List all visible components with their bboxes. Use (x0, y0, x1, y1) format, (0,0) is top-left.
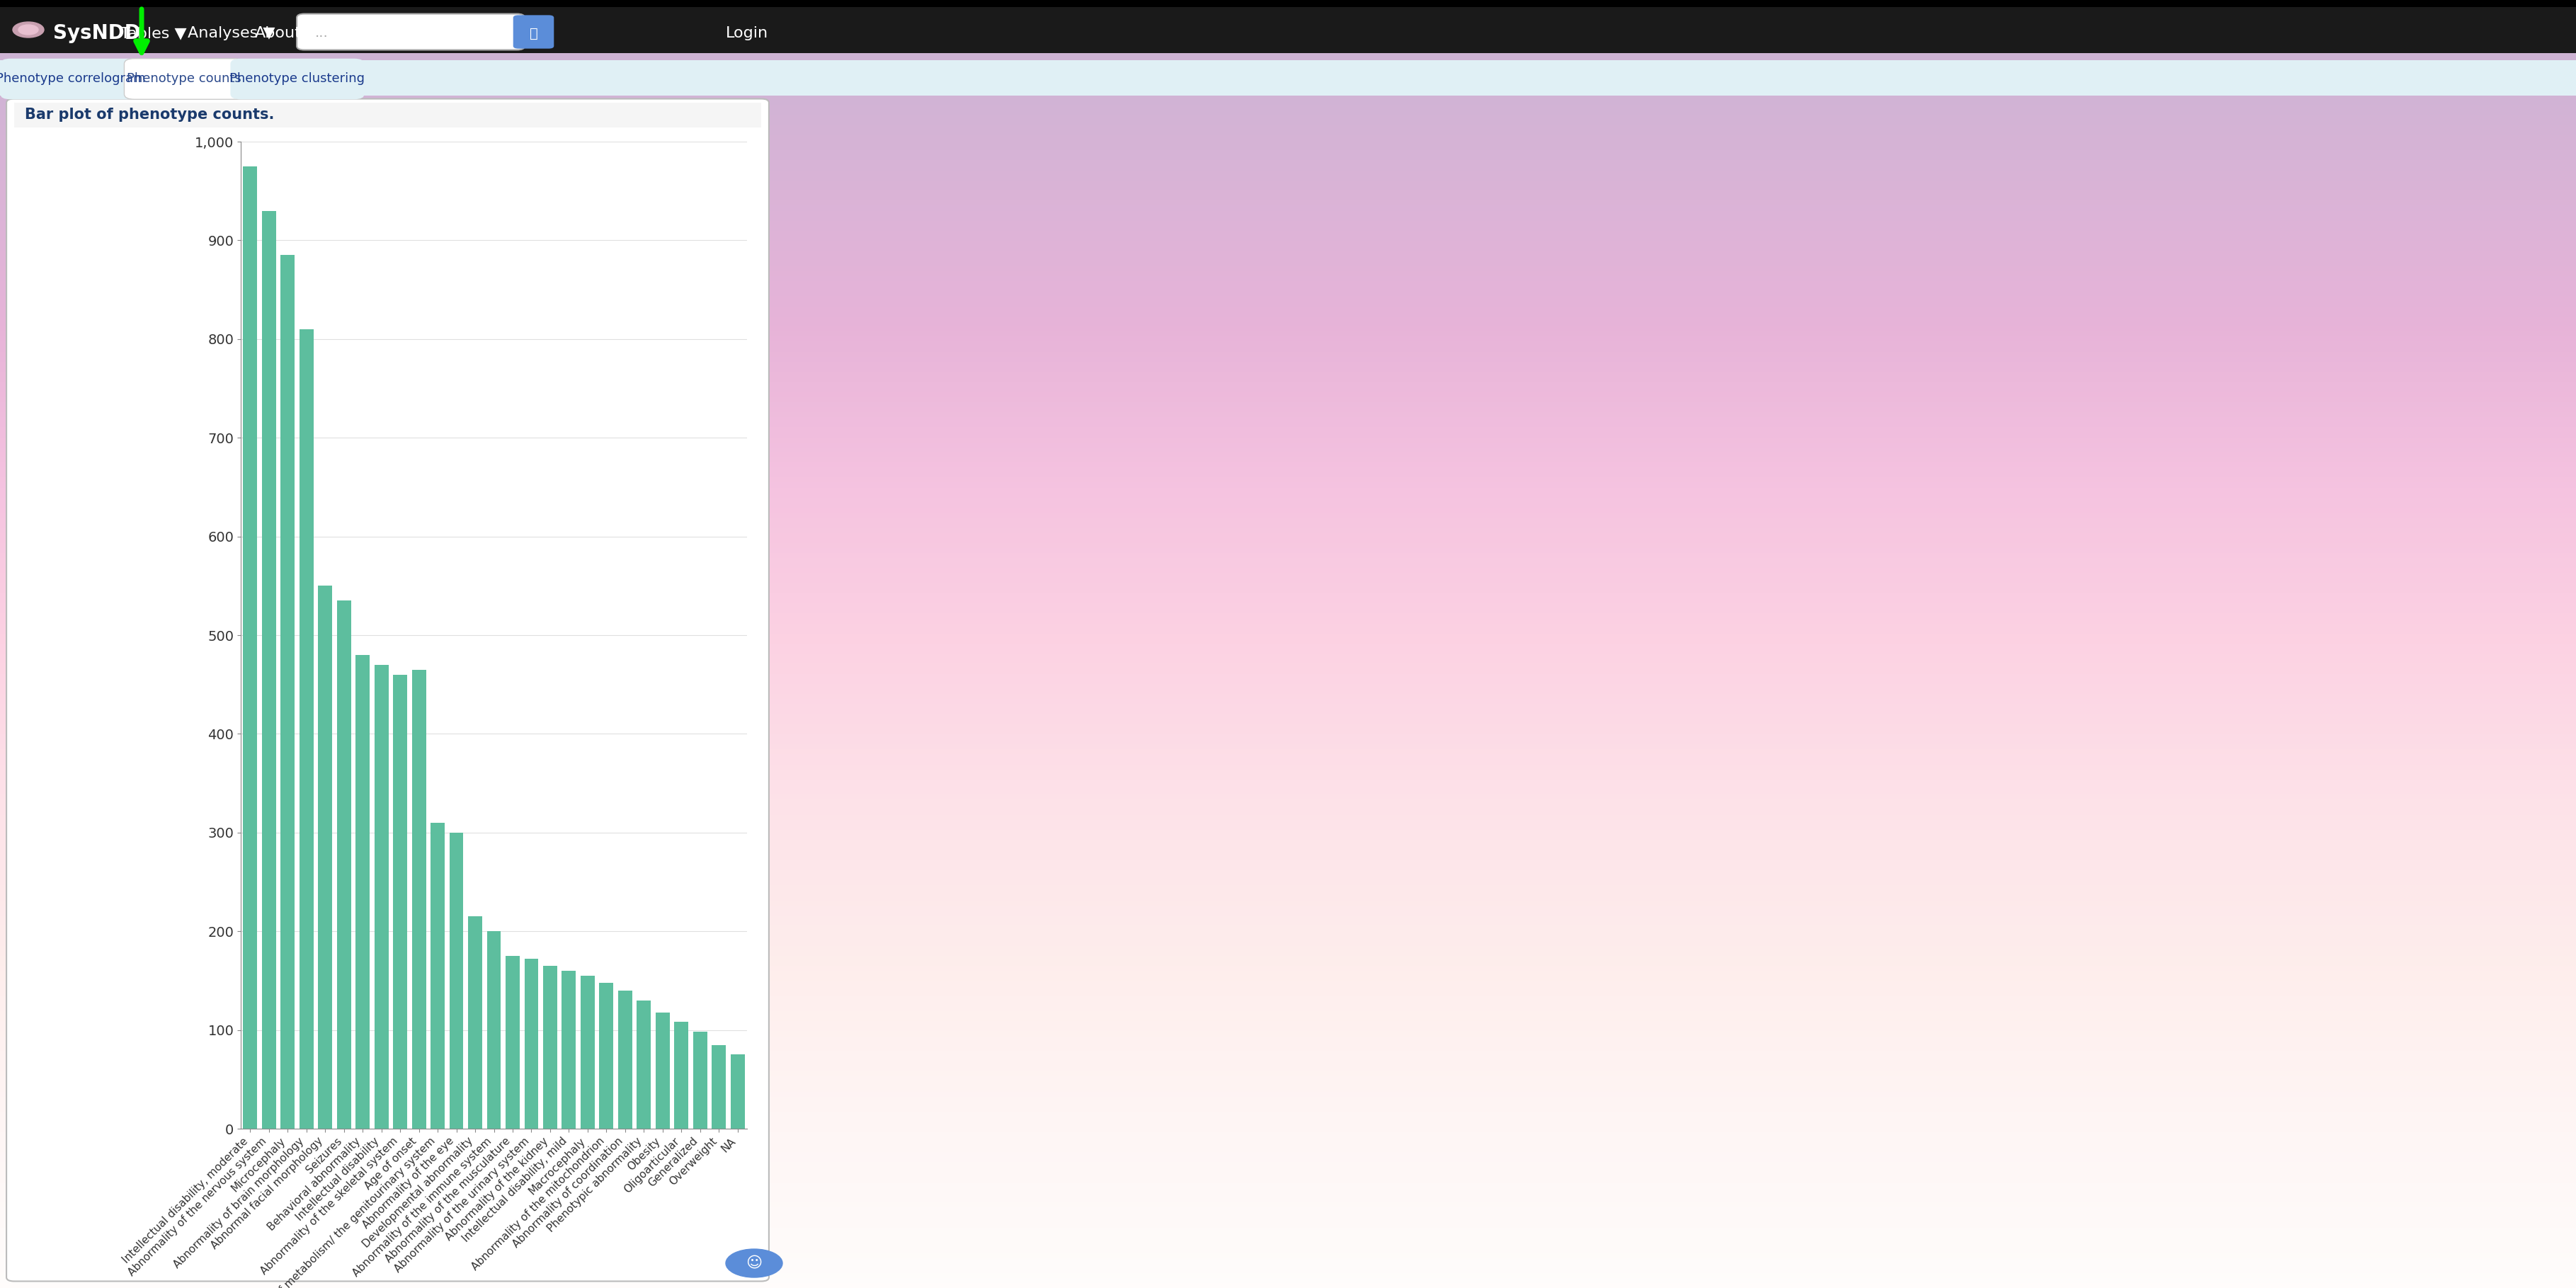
Bar (600, 983, 613, 1128)
Bar (562, 971, 577, 1128)
Bar (299, 330, 314, 1128)
Text: Phenotype correlogram: Phenotype correlogram (0, 72, 147, 85)
FancyBboxPatch shape (13, 103, 760, 128)
Text: SysNDD: SysNDD (54, 23, 142, 44)
Bar (412, 670, 425, 1128)
Text: Bar plot of phenotype counts.: Bar plot of phenotype counts. (26, 108, 273, 122)
Text: Phenotype clustering: Phenotype clustering (229, 72, 366, 85)
Text: About: About (255, 26, 301, 40)
Bar (505, 956, 520, 1128)
Bar (355, 654, 371, 1128)
Bar (487, 931, 500, 1128)
Bar (317, 586, 332, 1128)
Bar (242, 166, 258, 1128)
Bar (657, 1012, 670, 1128)
FancyBboxPatch shape (229, 58, 363, 99)
Bar (374, 665, 389, 1128)
FancyBboxPatch shape (5, 99, 768, 1282)
FancyBboxPatch shape (0, 58, 142, 99)
Text: ⌕: ⌕ (531, 27, 538, 40)
Bar (693, 1032, 708, 1128)
Bar (618, 990, 631, 1128)
Text: Analyses ▼: Analyses ▼ (188, 26, 276, 40)
FancyBboxPatch shape (513, 15, 554, 49)
Text: Login: Login (726, 26, 768, 40)
Circle shape (13, 22, 44, 37)
Bar (263, 211, 276, 1128)
FancyBboxPatch shape (124, 58, 245, 99)
FancyBboxPatch shape (0, 0, 2576, 53)
Circle shape (726, 1249, 783, 1278)
Text: Tables ▼: Tables ▼ (121, 26, 185, 40)
FancyBboxPatch shape (0, 61, 2576, 95)
Bar (636, 1001, 652, 1128)
Text: ...: ... (314, 27, 327, 40)
Bar (732, 1055, 744, 1128)
Bar (337, 600, 350, 1128)
Bar (711, 1045, 726, 1128)
FancyBboxPatch shape (0, 0, 2576, 6)
Bar (580, 976, 595, 1128)
FancyBboxPatch shape (296, 14, 526, 50)
Bar (675, 1023, 688, 1128)
Text: ☺: ☺ (747, 1256, 762, 1270)
Bar (430, 823, 446, 1128)
Text: Phenotype counts: Phenotype counts (126, 72, 242, 85)
Circle shape (18, 24, 39, 35)
Bar (394, 675, 407, 1128)
Bar (469, 917, 482, 1128)
Bar (281, 255, 294, 1128)
Bar (544, 966, 556, 1128)
Bar (448, 832, 464, 1128)
Bar (526, 958, 538, 1128)
